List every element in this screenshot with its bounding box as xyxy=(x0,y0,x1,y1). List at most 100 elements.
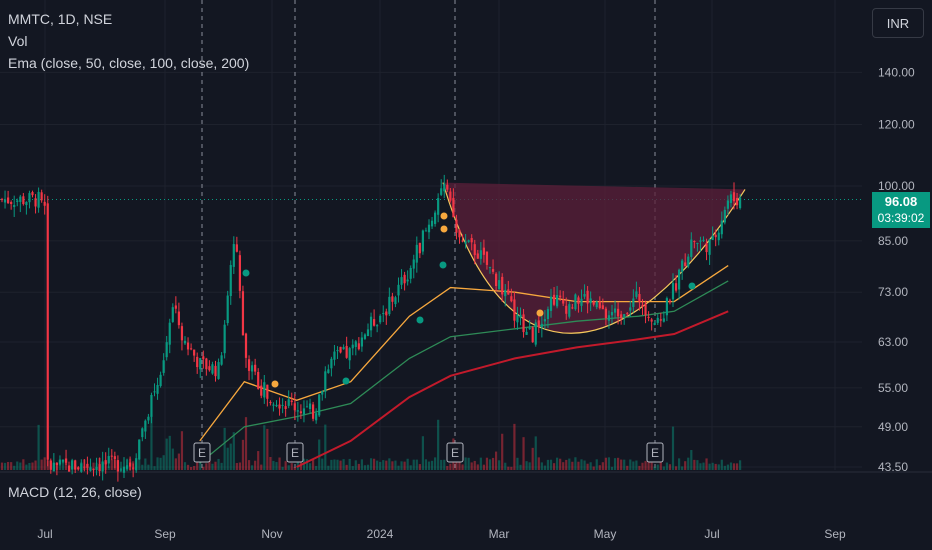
candle-body xyxy=(214,365,217,377)
candle-body xyxy=(339,346,342,353)
signal-dot xyxy=(440,225,448,233)
candle-body xyxy=(626,313,629,315)
candle-body xyxy=(382,313,385,315)
candle-body xyxy=(0,199,4,201)
candle-body xyxy=(336,350,339,352)
volume-bar xyxy=(28,462,31,470)
last-price-tag: 96.08 03:39:02 xyxy=(872,192,930,228)
x-axis: Jul Sep Nov 2024 Mar May Jul Sep xyxy=(37,527,846,541)
candle-body xyxy=(351,344,354,349)
candle-body xyxy=(220,355,223,365)
volume-bar xyxy=(610,466,614,470)
candle-body xyxy=(696,242,699,244)
candle-body xyxy=(244,333,248,358)
candle-body xyxy=(58,460,62,465)
volume-bar xyxy=(211,463,214,470)
volume-bar xyxy=(708,463,711,470)
volume-bar xyxy=(342,459,345,470)
volume-bar xyxy=(16,461,19,470)
volume-bar xyxy=(40,459,43,470)
volume-bar xyxy=(580,459,583,470)
candle-body xyxy=(653,322,656,325)
macd-label[interactable]: MACD (12, 26, close) xyxy=(8,484,142,500)
candle-body xyxy=(132,467,135,469)
earnings-marker-box xyxy=(193,442,211,463)
volume-bar xyxy=(190,466,193,470)
volume-bar xyxy=(321,458,324,470)
volume-bar xyxy=(183,462,187,470)
ema100-line xyxy=(199,280,729,464)
candle-body xyxy=(455,219,458,233)
candle-body xyxy=(177,311,180,326)
currency-button[interactable]: INR xyxy=(872,8,924,38)
candle-body xyxy=(409,267,412,279)
candle-body xyxy=(217,362,220,379)
candle-body xyxy=(10,201,13,205)
candle-body xyxy=(37,191,40,208)
ema-label[interactable]: Ema (close, 50, close, 100, close, 200) xyxy=(8,55,250,71)
candle-body xyxy=(708,239,711,255)
volume-bar xyxy=(702,462,705,470)
candle-body xyxy=(470,238,473,243)
volume-bar xyxy=(409,465,412,470)
candle-body xyxy=(662,318,665,322)
x-tick-label: Jul xyxy=(37,527,52,541)
volume-bar xyxy=(345,464,348,470)
volume-bar xyxy=(430,460,434,470)
volume-bar xyxy=(543,465,546,470)
volume-bar xyxy=(668,464,672,470)
candle-body xyxy=(260,385,263,396)
y-axis: 140.00 120.00 100.00 85.00 73.00 63.00 55.00 49… xyxy=(878,65,915,474)
volume-bar xyxy=(516,457,519,470)
candle-body xyxy=(714,234,717,238)
volume-bar xyxy=(565,459,568,470)
volume-bar xyxy=(479,457,482,470)
candle-body xyxy=(568,304,571,317)
candle-body xyxy=(40,192,43,201)
volume-bar xyxy=(623,459,626,470)
cup-fill xyxy=(443,182,745,334)
candle-body xyxy=(546,309,550,320)
candle-body xyxy=(479,250,482,259)
volume-bar xyxy=(656,464,659,470)
candle-body xyxy=(391,296,394,302)
candle-body xyxy=(302,408,306,415)
candle-body xyxy=(601,305,604,310)
volume-bar xyxy=(3,462,7,470)
candle-body xyxy=(690,239,693,257)
legend: MMTC, 1D, NSE Vol Ema (close, 50, close,… xyxy=(8,8,249,74)
candle-body xyxy=(735,197,739,206)
volume-bar xyxy=(421,436,424,470)
volume-bar xyxy=(141,464,144,470)
volume-bar xyxy=(720,459,723,470)
candle-body xyxy=(171,307,174,322)
candle-body xyxy=(678,269,681,290)
volume-bar xyxy=(296,459,299,470)
candle-body xyxy=(702,239,705,241)
volume-bar xyxy=(434,457,437,470)
candle-body xyxy=(312,404,315,419)
volume-bars xyxy=(0,415,742,470)
volume-bar xyxy=(424,459,428,470)
symbol-label[interactable]: MMTC, 1D, NSE xyxy=(8,11,113,27)
candle-body xyxy=(739,197,742,209)
volume-bar xyxy=(348,458,351,470)
volume-bar xyxy=(589,462,592,470)
vol-label[interactable]: Vol xyxy=(8,33,28,49)
candle-body xyxy=(348,348,351,361)
candle-body xyxy=(144,420,147,432)
candle-body xyxy=(543,319,546,322)
candle-body xyxy=(403,274,406,284)
volume-bar xyxy=(531,447,534,470)
volume-bar xyxy=(232,432,235,470)
volume-bar xyxy=(446,465,449,470)
volume-bar xyxy=(391,461,394,470)
candle-body xyxy=(687,256,690,267)
volume-bar xyxy=(388,458,391,470)
candle-body xyxy=(16,200,19,202)
volume-bar xyxy=(281,466,284,470)
candle-body xyxy=(254,364,257,372)
y-tick-label: 63.00 xyxy=(878,335,908,349)
volume-bar xyxy=(336,459,339,470)
